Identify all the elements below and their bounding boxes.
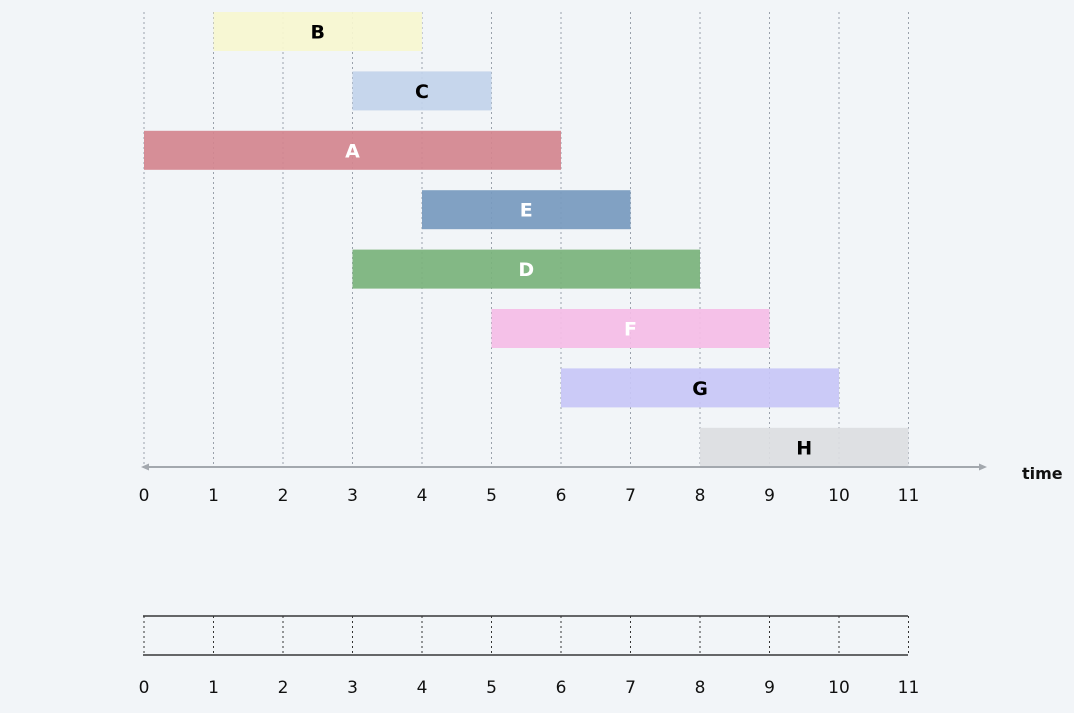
task-bar-e: [422, 190, 631, 230]
timeline-tick-label: 8: [695, 678, 706, 698]
timeline-tick-label: 5: [486, 678, 497, 698]
timeline-tick-label: 1: [208, 678, 219, 698]
timeline-tick-label: 10: [828, 678, 850, 698]
axis-tick-label: 3: [347, 486, 358, 506]
axis-tick-labels: 0 1 2 3 4 5 6 7 8 9 10 11: [139, 486, 920, 506]
task-label-f: F: [624, 319, 637, 341]
time-axis: time: [141, 463, 1063, 483]
task-label-e: E: [520, 200, 533, 222]
task-bar-d: [352, 249, 700, 289]
task-bars: B C A E D F G H: [144, 12, 909, 467]
axis-tick-label: 7: [625, 486, 636, 506]
axis-tick-label: 11: [898, 486, 920, 506]
task-label-d: D: [518, 259, 534, 281]
axis-title: time: [1022, 464, 1063, 483]
axis-arrow-left-icon: [141, 463, 149, 471]
task-bar-b: [213, 12, 422, 51]
task-label-h: H: [796, 437, 812, 459]
timeline-tick-labels: 0 1 2 3 4 5 6 7 8 9 10 11: [139, 678, 920, 698]
timeline-tick-label: 2: [278, 678, 289, 698]
task-label-g: G: [692, 378, 708, 400]
axis-arrow-right-icon: [979, 463, 987, 471]
timeline-tick-label: 6: [556, 678, 567, 698]
task-bar-c: [352, 71, 492, 111]
axis-tick-label: 6: [556, 486, 567, 506]
timeline-tick-label: 0: [139, 678, 150, 698]
timeline-tick-label: 4: [417, 678, 428, 698]
axis-tick-label: 9: [764, 486, 775, 506]
task-label-c: C: [415, 81, 429, 103]
task-bar-a: [144, 130, 561, 170]
timeline-tick-label: 9: [764, 678, 775, 698]
axis-tick-label: 8: [695, 486, 706, 506]
task-bar-h: [700, 427, 909, 467]
axis-tick-label: 0: [139, 486, 150, 506]
task-bar-f: [491, 309, 770, 348]
timeline-tick-label: 11: [898, 678, 920, 698]
task-bar-g: [561, 368, 839, 408]
axis-tick-label: 2: [278, 486, 289, 506]
timeline-tick-label: 3: [347, 678, 358, 698]
axis-tick-label: 1: [208, 486, 219, 506]
empty-timeline: [143, 615, 909, 656]
timeline-tick-label: 7: [625, 678, 636, 698]
task-label-a: A: [345, 140, 360, 162]
task-label-b: B: [311, 22, 325, 44]
axis-tick-label: 10: [828, 486, 850, 506]
axis-tick-label: 5: [486, 486, 497, 506]
axis-tick-label: 4: [417, 486, 428, 506]
